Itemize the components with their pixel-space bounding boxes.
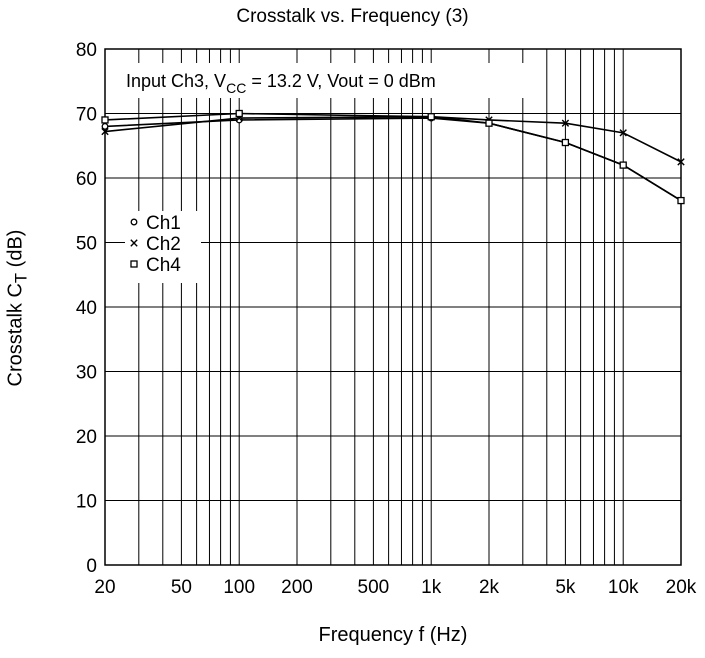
chart-title: Crosstalk vs. Frequency (3) — [236, 6, 469, 27]
annotation-text: Input Ch3, VCC = 13.2 V, Vout = 0 dBm — [126, 71, 436, 96]
y-tick-label: 30 — [76, 363, 97, 384]
plot-frame — [104, 48, 682, 566]
x-tick-label: 1k — [421, 577, 442, 598]
legend-label-ch1: Ch1 — [146, 213, 181, 234]
data-point-ch4 — [235, 109, 243, 118]
data-point-ch4 — [619, 161, 627, 169]
x-tick-label: 50 — [171, 577, 192, 598]
y-tick-label: 70 — [76, 105, 97, 126]
y-tick-label: 10 — [76, 492, 97, 513]
y-tick-label: 20 — [76, 427, 97, 448]
data-point-ch4 — [561, 138, 570, 147]
data-point-ch4 — [101, 116, 109, 124]
series-line-ch1 — [104, 117, 682, 202]
x-axis-label: Frequency f (Hz) — [318, 624, 468, 646]
legend-label-ch4: Ch4 — [146, 255, 181, 276]
x-tick-label: 20k — [666, 577, 697, 598]
annotation-subscript: CC — [226, 80, 246, 96]
legend-marker-ch4 — [130, 260, 138, 268]
data-point-ch4 — [427, 113, 435, 121]
y-tick-label: 0 — [86, 556, 97, 577]
data-point-ch2 — [101, 127, 109, 136]
legend-label-ch2: Ch2 — [146, 234, 181, 255]
series-line-ch4 — [104, 112, 682, 202]
x-tick-label: 2k — [479, 577, 500, 598]
y-tick-label: 40 — [76, 298, 97, 319]
x-tick-label: 5k — [555, 577, 576, 598]
x-tick-label: 500 — [358, 577, 390, 598]
data-point-ch2 — [561, 119, 570, 127]
annotation-suffix: = 13.2 V, Vout = 0 dBm — [246, 71, 435, 91]
x-tick-label: 100 — [223, 577, 255, 598]
y-tick-label: 50 — [76, 234, 97, 255]
x-tick-label: 10k — [608, 577, 639, 598]
x-tick-label: 20 — [94, 577, 115, 598]
legend-marker-ch2 — [130, 239, 138, 247]
x-tick-label: 200 — [281, 577, 313, 598]
legend-background — [125, 211, 201, 283]
data-point-ch2 — [619, 129, 627, 137]
y-tick-label: 60 — [76, 169, 97, 190]
data-point-ch4 — [485, 119, 493, 127]
series-line-ch2 — [104, 115, 682, 163]
annotation-prefix: Input Ch3, V — [126, 71, 226, 91]
legend-marker-ch1 — [130, 218, 138, 226]
annotation-background — [121, 63, 544, 98]
data-point-ch1 — [101, 122, 109, 130]
data-point-ch4 — [677, 196, 685, 205]
y-tick-label: 80 — [76, 40, 97, 61]
data-point-ch2 — [677, 158, 685, 166]
